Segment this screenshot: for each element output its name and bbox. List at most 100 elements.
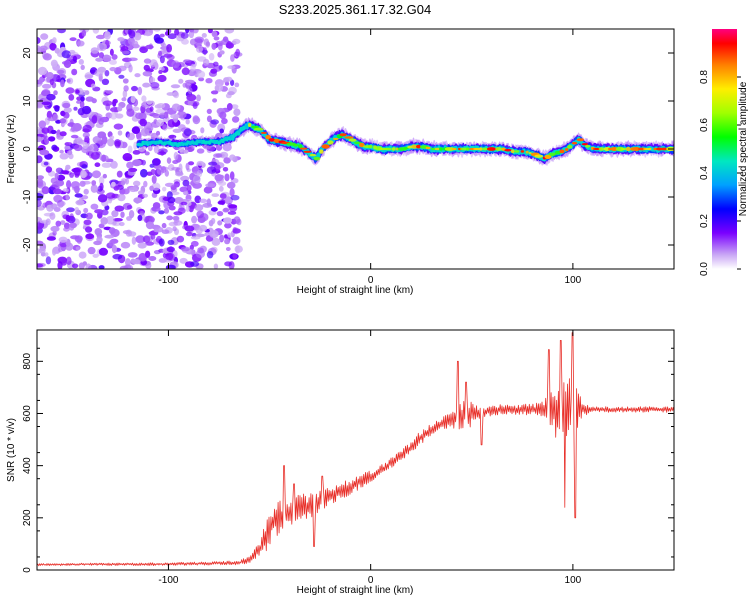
noise-blob	[75, 199, 85, 206]
noise-blob	[54, 105, 60, 112]
noise-blob	[192, 175, 201, 184]
noise-blob	[135, 112, 143, 120]
noise-blob	[50, 225, 60, 232]
noise-blob	[70, 134, 79, 139]
noise-blob	[91, 180, 97, 186]
noise-blob	[39, 45, 48, 52]
noise-blob	[67, 77, 74, 85]
noise-blob	[166, 246, 175, 253]
noise-blob	[149, 185, 154, 192]
noise-blob	[152, 202, 161, 209]
noise-blob	[85, 96, 95, 102]
noise-blob	[43, 132, 48, 140]
noise-blob	[94, 162, 101, 167]
snr-plot: 0 200 400 600 800 -100 0 100 Height of straigh…	[6, 329, 675, 596]
noise-blob	[184, 82, 192, 89]
noise-blob	[81, 29, 87, 37]
noise-blob	[40, 33, 49, 40]
noise-blob	[183, 190, 189, 196]
ridge-peak	[567, 144, 573, 149]
noise-blob	[212, 98, 218, 103]
noise-blob	[66, 256, 72, 265]
noise-blob	[81, 164, 88, 169]
noise-blob	[73, 106, 78, 111]
noise-blob	[143, 180, 148, 188]
colorbar-label: Normalized spectral amplitude	[738, 81, 749, 216]
noise-blob	[101, 154, 106, 162]
noise-blob	[92, 170, 101, 179]
noise-blob	[98, 176, 105, 185]
noise-blob	[105, 215, 115, 225]
noise-blob	[117, 193, 126, 202]
colorbar-tick-label: 0.2	[699, 214, 710, 228]
noise-blob	[130, 95, 136, 104]
noise-blob	[196, 45, 203, 53]
noise-blob	[111, 54, 118, 60]
spectrogram-y-ticks: -20 -10 0 10 20	[22, 47, 674, 252]
noise-blob	[185, 118, 190, 125]
noise-blob	[203, 58, 210, 66]
noise-blob	[68, 222, 75, 231]
noise-blob	[63, 227, 70, 232]
ridge-peak	[348, 138, 357, 142]
ridge-peak	[581, 143, 589, 146]
noise-blob	[75, 89, 80, 94]
noise-blob	[85, 226, 93, 233]
noise-blob	[170, 113, 180, 119]
spectrogram-x-axis-title: Height of straight line (km)	[297, 285, 414, 296]
noise-blob	[227, 232, 232, 238]
x-tick-label: -100	[158, 275, 178, 286]
noise-blob	[128, 64, 133, 73]
noise-blob	[185, 205, 190, 212]
ridge-peak	[425, 146, 431, 150]
noise-blob	[127, 252, 138, 258]
noise-blob	[150, 234, 156, 240]
ridge-peak	[298, 144, 303, 149]
noise-blob	[229, 188, 235, 197]
noise-blob	[149, 163, 155, 168]
noise-blob	[155, 130, 161, 136]
noise-blob	[158, 210, 165, 215]
noise-blob	[141, 95, 147, 102]
ridge-peak	[411, 144, 418, 149]
noise-blob	[226, 103, 233, 111]
ridge-peak	[554, 150, 561, 155]
noise-blob	[206, 166, 217, 174]
noise-blob	[98, 223, 105, 229]
noise-blob	[139, 210, 145, 216]
noise-blob	[122, 50, 130, 55]
noise-blob	[178, 78, 184, 84]
ridge-peak	[548, 152, 557, 156]
noise-blob	[221, 118, 228, 125]
ridge-peak	[416, 144, 421, 149]
noise-blob	[143, 58, 152, 64]
noise-blob	[198, 77, 205, 82]
noise-blob	[160, 166, 167, 173]
noise-blob	[65, 87, 75, 94]
noise-blob	[195, 249, 205, 259]
noise-blob	[196, 70, 206, 79]
noise-blob	[156, 103, 166, 109]
noise-blob	[218, 185, 224, 192]
noise-blob	[104, 70, 110, 77]
noise-blob	[41, 186, 50, 195]
noise-blob	[230, 104, 239, 109]
ridge-peak	[659, 147, 669, 151]
noise-blob	[69, 37, 77, 42]
noise-blob	[152, 158, 161, 166]
noise-blob	[232, 228, 241, 234]
noise-blob	[209, 229, 219, 239]
noise-blob	[205, 41, 210, 47]
noise-blob	[160, 149, 165, 156]
noise-blob	[109, 48, 114, 56]
ridge-peak	[653, 147, 657, 151]
ridge-peak	[486, 147, 497, 151]
noise-blob	[124, 178, 130, 185]
spectrogram-noise-field	[37, 29, 243, 269]
noise-blob	[94, 228, 103, 236]
ridge-peak	[528, 152, 532, 155]
ridge-peak	[559, 149, 565, 154]
noise-blob	[223, 217, 233, 224]
ridge-peak	[615, 146, 625, 152]
